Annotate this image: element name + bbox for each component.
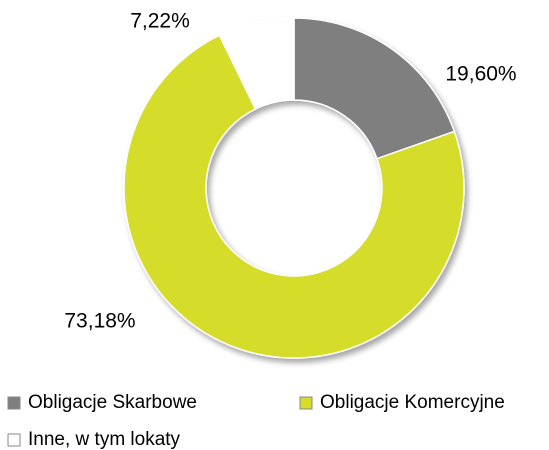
donut-slice [123,34,465,359]
legend-label: Inne, w tym lokaty [28,429,181,450]
legend-label: Obligacje Komercyjne [320,392,505,413]
data-label: 7,22% [130,10,190,33]
legend-swatch [7,396,21,410]
legend-label: Obligacje Skarbowe [28,392,197,413]
data-label: 19,60% [445,63,516,86]
legend-swatch [7,433,21,447]
legend-swatch [299,396,313,410]
donut-slice [293,17,456,160]
donut-slice [218,17,295,110]
data-label: 73,18% [64,310,135,333]
donut [123,17,465,359]
